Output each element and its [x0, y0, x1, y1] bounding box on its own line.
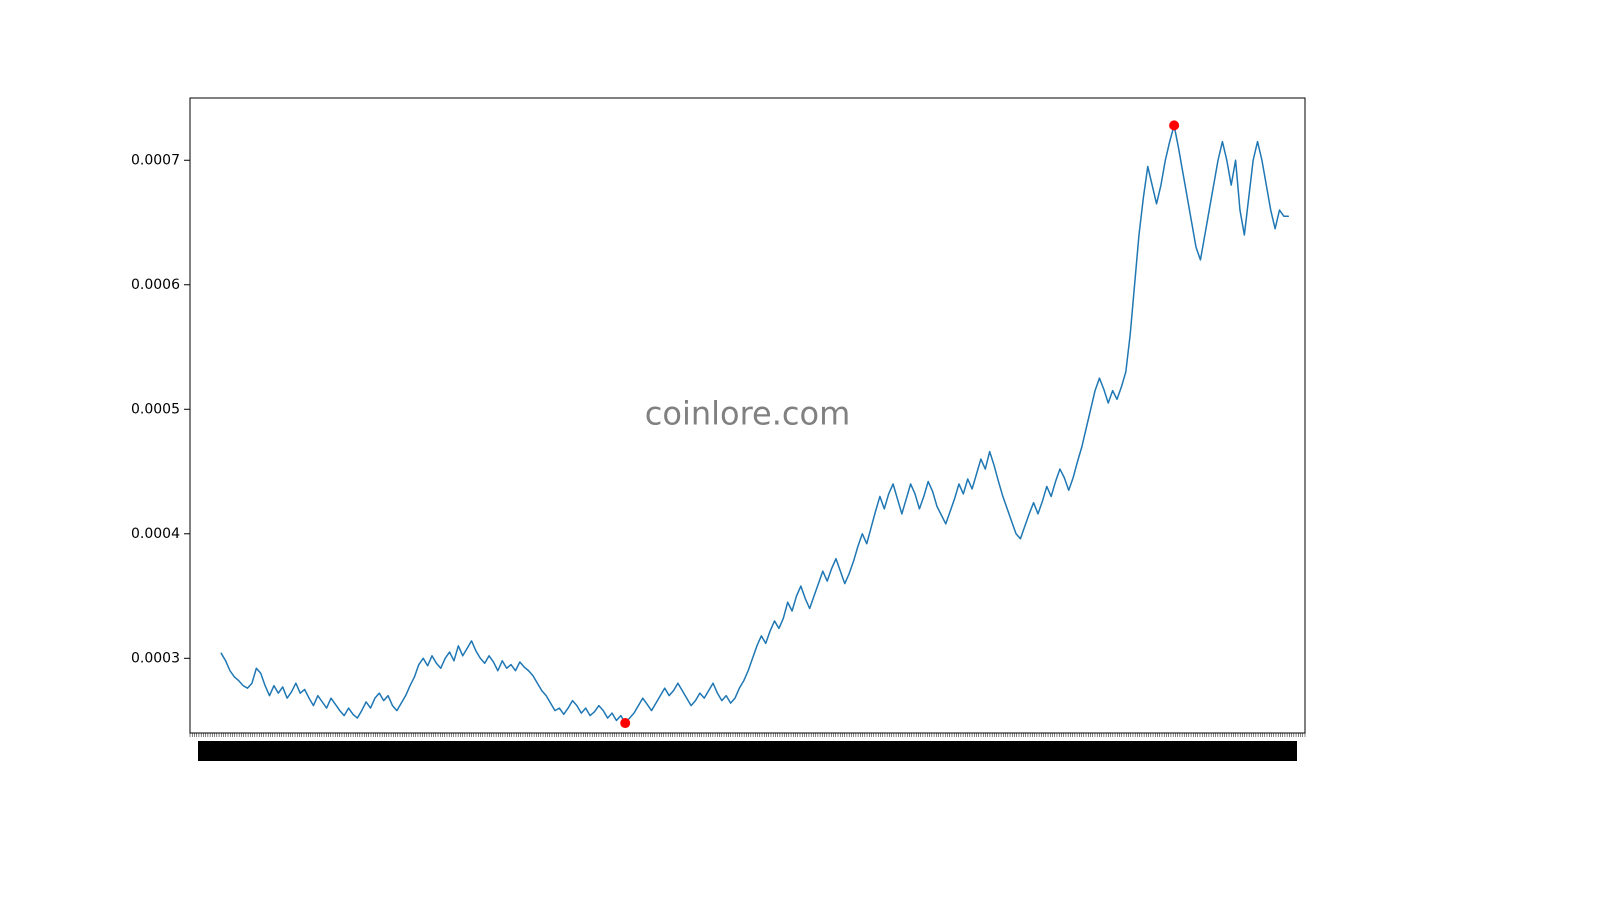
y-tick-label: 0.0004	[131, 526, 180, 542]
watermark-text: coinlore.com	[645, 395, 850, 433]
x-label-band	[198, 741, 1297, 761]
y-tick-label: 0.0005	[131, 401, 180, 417]
chart-svg: 0.0003 0.0004 0.0005 0.0006 0.0007 coinlore.c…	[0, 0, 1600, 900]
y-tick-label: 0.0006	[131, 277, 180, 293]
extreme-marker	[620, 718, 630, 728]
y-tick-label: 0.0007	[131, 152, 180, 168]
price-chart: 0.0003 0.0004 0.0005 0.0006 0.0007 coinlore.c…	[0, 0, 1600, 900]
y-tick-label: 0.0003	[131, 650, 180, 666]
extreme-marker	[1169, 120, 1179, 130]
